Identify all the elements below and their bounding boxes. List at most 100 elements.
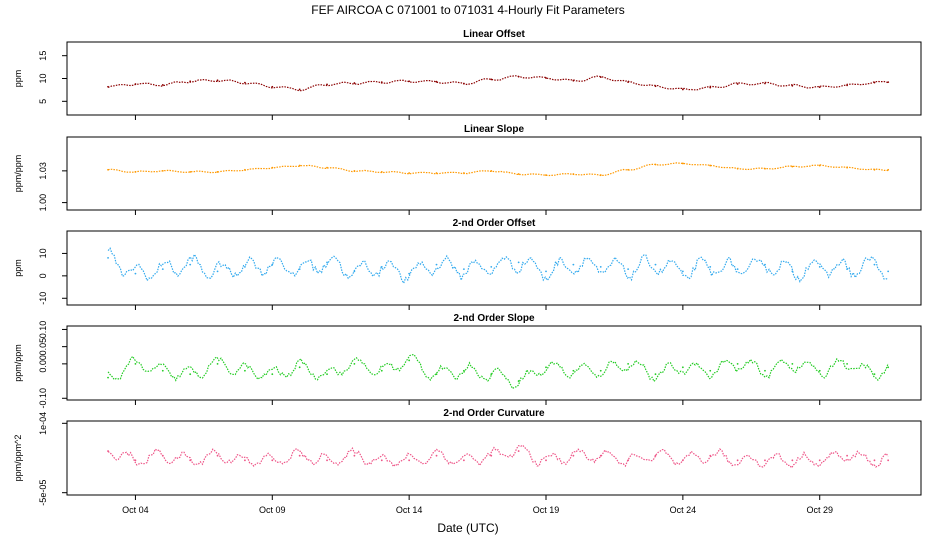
- data-point: [380, 369, 383, 372]
- data-point: [353, 362, 356, 365]
- data-point: [791, 270, 794, 273]
- y-axis-label: ppm/ppm: [13, 155, 23, 193]
- data-point: [271, 459, 274, 462]
- y-tick-label: 10: [38, 248, 48, 258]
- data-point: [216, 454, 219, 457]
- data-point: [490, 454, 493, 457]
- data-point: [517, 173, 520, 175]
- data-point: [408, 172, 411, 174]
- y-axis-label: ppm/ppm^2: [13, 435, 23, 482]
- data-point: [818, 369, 821, 372]
- data-point: [599, 454, 602, 457]
- y-tick-label: 0.10: [38, 321, 48, 339]
- data-point: [271, 373, 274, 376]
- data-point: [654, 373, 657, 376]
- data-point: [764, 82, 766, 85]
- data-point: [380, 265, 383, 268]
- series-trace: [107, 353, 889, 390]
- y-tick-label: 0: [38, 273, 48, 278]
- y-tick-label: -10: [38, 292, 48, 305]
- data-point: [654, 85, 657, 88]
- data-point: [189, 80, 192, 83]
- data-point: [216, 79, 219, 82]
- data-point: [791, 459, 794, 462]
- data-point: [709, 265, 712, 268]
- data-point: [709, 164, 712, 167]
- data-point: [517, 75, 520, 78]
- panels: Linear Offset ppm 5 10 15 Linear Slope ppm/ppm…: [13, 29, 922, 515]
- data-point: [189, 263, 192, 266]
- data-point: [572, 369, 575, 372]
- data-point: [873, 263, 876, 266]
- data-point: [462, 369, 465, 372]
- data-point: [572, 173, 575, 175]
- panel-3: 2-nd Order Offset ppm -10 0 10: [13, 218, 922, 310]
- data-point: [818, 164, 821, 167]
- data-point: [572, 79, 575, 82]
- x-axis-label: Date (UTC): [437, 521, 498, 535]
- data-point: [517, 261, 520, 264]
- data-point: [380, 171, 383, 173]
- y-tick-label: 1.03: [38, 162, 48, 180]
- data-point: [462, 172, 465, 174]
- data-point: [887, 459, 890, 462]
- data-point: [736, 83, 739, 85]
- data-point: [599, 174, 602, 176]
- data-point: [161, 454, 164, 457]
- data-point: [818, 459, 821, 462]
- data-point: [818, 265, 821, 268]
- data-point: [216, 171, 219, 173]
- data-point: [326, 83, 328, 86]
- data-point: [353, 82, 356, 84]
- x-tick-label: Oct 04: [122, 505, 149, 515]
- figure-title: FEF AIRCOA C 071001 to 071031 4-Hourly F…: [311, 3, 624, 17]
- data-point: [326, 261, 328, 264]
- data-point: [244, 459, 246, 462]
- data-point: [298, 454, 301, 457]
- x-tick-label: Oct 14: [396, 505, 423, 515]
- data-point: [764, 459, 766, 462]
- data-point: [244, 369, 246, 372]
- data-point: [107, 168, 109, 171]
- data-point: [244, 168, 246, 171]
- data-point: [326, 166, 328, 169]
- data-point: [873, 168, 876, 171]
- data-point: [736, 167, 739, 170]
- data-point: [709, 86, 712, 89]
- panel-frame: [66, 420, 922, 496]
- data-point: [654, 454, 657, 457]
- data-point: [490, 373, 493, 376]
- x-tick-label: Oct 19: [533, 505, 560, 515]
- data-point: [599, 369, 602, 372]
- panel-frame: [66, 136, 922, 211]
- data-point: [545, 270, 547, 273]
- data-point: [873, 373, 876, 376]
- data-point: [134, 171, 137, 173]
- data-point: [627, 459, 630, 462]
- data-point: [107, 257, 109, 259]
- data-point: [134, 272, 137, 275]
- data-point: [887, 366, 890, 369]
- data-point: [462, 82, 465, 85]
- data-point: [353, 270, 356, 273]
- data-point: [189, 459, 192, 462]
- data-point: [599, 76, 602, 79]
- data-point: [408, 80, 411, 83]
- data-point: [326, 459, 328, 462]
- data-point: [435, 454, 438, 457]
- data-point: [791, 84, 794, 87]
- data-point: [490, 169, 493, 172]
- data-point: [681, 88, 684, 91]
- data-point: [435, 80, 438, 83]
- panel-frame: [66, 41, 922, 116]
- data-point: [134, 83, 137, 85]
- data-point: [709, 454, 712, 457]
- series-trace: [107, 75, 889, 92]
- y-axis-label: ppm: [13, 259, 23, 277]
- data-point: [846, 84, 848, 87]
- data-point: [791, 362, 794, 365]
- panel-4: 2-nd Order Slope ppm/ppm -0.10 0.000.050.10: [13, 313, 922, 409]
- y-tick-label: 10: [38, 73, 48, 83]
- y-tick-label: -5e-05: [38, 480, 48, 506]
